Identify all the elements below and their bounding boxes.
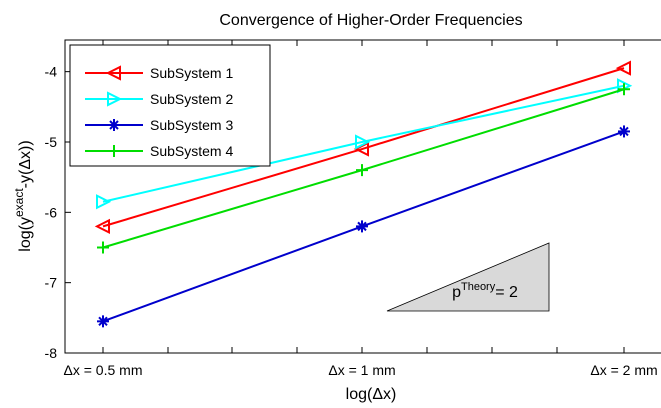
legend-label: SubSystem 4 — [150, 143, 233, 159]
legend-entry: SubSystem 4 — [85, 143, 233, 159]
marker-star — [108, 119, 120, 131]
y-tick-label: -4 — [45, 64, 58, 80]
marker-triangle-left — [615, 60, 631, 76]
slope-annotation-value: = 2 — [495, 284, 518, 301]
marker-triangle-right — [107, 91, 123, 107]
legend-box — [69, 44, 271, 167]
legend-label: SubSystem 1 — [150, 65, 233, 81]
legend: SubSystem 1 SubSystem 2 SubSystem 3 SubSyst… — [69, 44, 271, 167]
legend-label: SubSystem 2 — [150, 91, 233, 107]
marker-star — [356, 220, 368, 233]
legend-entry: SubSystem 3 — [85, 117, 233, 133]
y-axis-label-superscript: exact — [12, 188, 26, 217]
y-axis-label-tail: -y(Δx)) — [17, 140, 34, 188]
y-tick-label: -8 — [45, 345, 58, 361]
marker-plus — [108, 145, 120, 157]
x-axis: Δx = 0.5 mm Δx = 1 mm Δx = 2 mm — [64, 40, 658, 378]
marker-triangle-left — [105, 65, 121, 81]
x-tick-label: Δx = 0.5 mm — [64, 362, 143, 378]
series-subsystem-3 — [97, 125, 630, 328]
series-subsystem-4 — [97, 83, 630, 254]
y-axis-label: log(yexact-y(Δx)) — [12, 140, 34, 251]
marker-plus — [618, 83, 630, 96]
y-tick-label: -7 — [45, 275, 58, 291]
series-subsystem-2 — [96, 78, 633, 210]
x-tick-label: Δx = 2 mm — [590, 362, 657, 378]
series-line — [102, 84, 625, 203]
plot-area — [64, 39, 661, 354]
marker-plus — [97, 241, 109, 254]
series-layer — [94, 60, 633, 328]
marker-triangle-right — [96, 194, 112, 210]
marker-star — [618, 125, 630, 138]
slope-annotation: pTheory= 2 — [452, 281, 518, 301]
series-line — [102, 67, 625, 228]
slope-triangle — [386, 242, 550, 312]
legend-entry: SubSystem 1 — [85, 65, 233, 81]
marker-plus — [356, 164, 368, 177]
marker-triangle-left — [94, 218, 110, 235]
x-axis-label: log(Δx) — [346, 386, 397, 403]
chart-title: Convergence of Higher-Order Frequencies — [219, 12, 522, 29]
x-tick-label: Δx = 1 mm — [328, 362, 395, 378]
marker-triangle-right — [355, 134, 371, 150]
slope-annotation-superscript: Theory — [461, 281, 496, 293]
y-axis-label-main: log(y — [17, 217, 34, 252]
y-tick-label: -6 — [45, 204, 58, 220]
legend-label: SubSystem 3 — [150, 117, 233, 133]
y-tick-label: -5 — [45, 134, 58, 150]
legend-entry: SubSystem 2 — [85, 91, 233, 107]
marker-star — [97, 315, 109, 328]
slope-annotation-base: p — [452, 284, 461, 301]
